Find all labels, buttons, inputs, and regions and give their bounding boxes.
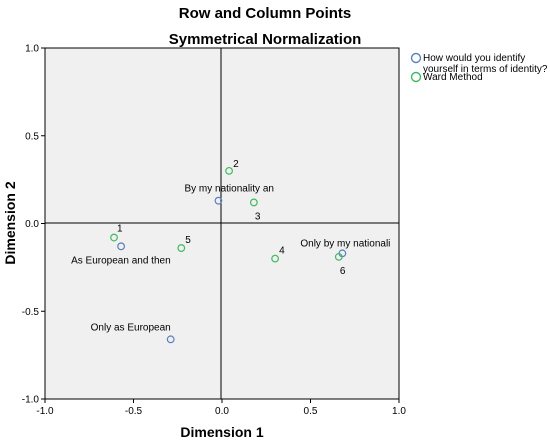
x-tick-label: 0.0 — [215, 406, 229, 417]
y-tick-label: 1.0 — [25, 44, 39, 55]
data-point — [334, 252, 343, 261]
chart-subtitle: Symmetrical Normalization — [169, 31, 362, 48]
data-point-label: Only as European — [91, 322, 171, 333]
data-point — [177, 244, 186, 252]
data-point — [117, 242, 126, 251]
data-point — [249, 198, 258, 207]
data-point-label: 5 — [185, 235, 191, 246]
y-tick-label: -0.5 — [22, 307, 40, 318]
x-tick-label: 1.0 — [392, 406, 406, 417]
y-tick-label: 0.0 — [25, 219, 39, 230]
data-point-label: 1 — [117, 224, 123, 235]
legend-entry-label: How would you identify yourself in terms … — [423, 53, 548, 75]
y-tick-label: 0.5 — [25, 131, 39, 142]
legend-marker — [410, 71, 422, 83]
data-point-label: 6 — [340, 266, 346, 277]
data-point — [214, 196, 223, 205]
x-tick-label: 0.5 — [304, 406, 318, 417]
data-point-label: As European and then — [71, 255, 171, 266]
data-point — [110, 233, 118, 242]
data-point-label: Only by my nationali — [300, 238, 390, 249]
data-point-label: 3 — [255, 211, 261, 222]
x-tick-label: -1.0 — [36, 406, 54, 417]
chart-marks: -1.0 -0.5 0.0 0.5 1.0 1.0 0.5 0.0 -0.5 -1.0 By my … — [22, 44, 548, 418]
legend-marker — [410, 52, 422, 64]
y-axis-label: Dimension 2 — [2, 181, 18, 264]
y-tick-label: -1.0 — [22, 395, 40, 406]
legend-entry-label: Ward Method — [423, 72, 483, 83]
data-point — [225, 166, 233, 175]
data-point-label: 4 — [279, 246, 285, 257]
x-axis-label: Dimension 1 — [180, 424, 263, 440]
data-point — [166, 335, 175, 344]
data-point — [271, 254, 280, 263]
x-tick-label: -0.5 — [125, 406, 143, 417]
chart-title: Row and Column Points — [179, 5, 352, 22]
data-point-label: 2 — [233, 159, 239, 170]
data-point-label: By my nationality an — [184, 184, 274, 195]
